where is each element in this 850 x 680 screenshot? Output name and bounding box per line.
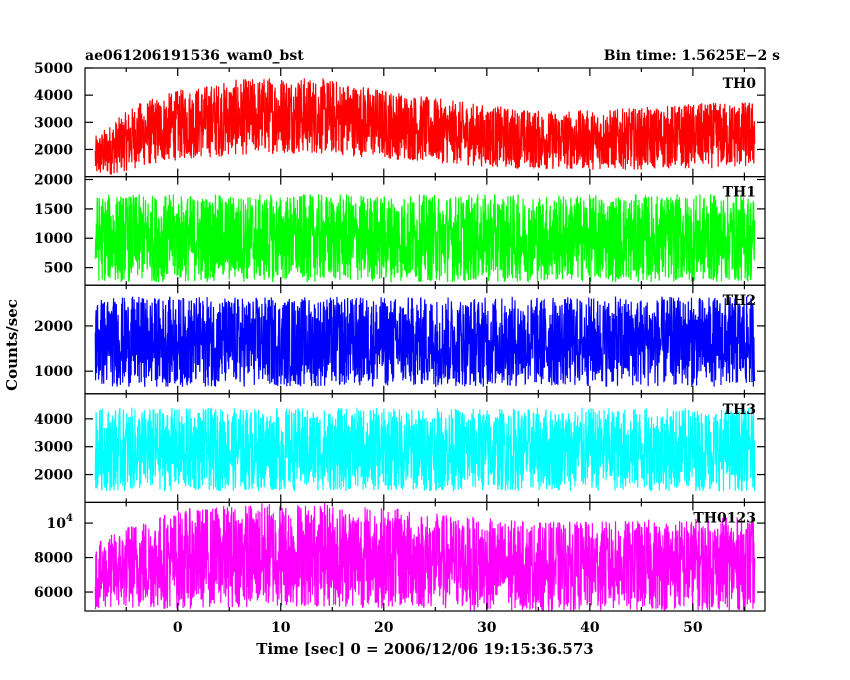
- series-th2: [94, 296, 756, 388]
- y-tick-exponent: 4: [66, 513, 73, 524]
- series-th0123: [94, 502, 756, 611]
- series-th0: [94, 78, 756, 175]
- y-tick-label: 104: [47, 513, 73, 532]
- y-tick-label: 6000: [34, 585, 73, 601]
- y-tick-label: 5000: [34, 61, 73, 77]
- y-tick-label: 3000: [34, 115, 73, 131]
- panel-label-th1: TH1: [723, 185, 756, 201]
- panels-group: 2000300040005000TH0500100015002000TH1100…: [34, 61, 766, 636]
- y-tick-label: 3000: [34, 440, 73, 456]
- bin-time-label: Bin time: 1.5625E−2 s: [604, 48, 780, 64]
- x-axis-label: Time [sec] 0 = 2006/12/06 19:15:36.573: [256, 640, 593, 658]
- series-th1: [94, 194, 756, 283]
- panel-th0: 2000 3000 4000 5000 TH0: [34, 61, 766, 178]
- panel-label-th0123: TH0123: [693, 510, 756, 526]
- series-th3: [94, 407, 756, 492]
- y-tick-label: 2000: [34, 142, 73, 158]
- x-tick-label: 40: [580, 620, 600, 636]
- y-tick-label: 4000: [34, 412, 73, 428]
- x-tick-label: 20: [374, 620, 394, 636]
- panel-th1: 500 1000 1500 2000 TH1: [34, 173, 766, 286]
- x-tick-label: 50: [683, 620, 703, 636]
- y-tick-label: 1000: [34, 231, 73, 247]
- panel-frame: [84, 501, 766, 612]
- x-tick-label: 30: [477, 620, 497, 636]
- y-tick-label: 2000: [34, 468, 73, 484]
- y-tick-label: 1500: [34, 202, 73, 218]
- x-tick-label: 10: [271, 620, 291, 636]
- panel-th0123: 6000 8000 104 TH0123: [34, 501, 766, 612]
- y-tick-label: 2000: [34, 319, 73, 335]
- panel-label-th2: TH2: [723, 293, 756, 309]
- y-axis-label: Counts/sec: [3, 299, 21, 391]
- y-tick-label: 2000: [34, 173, 73, 189]
- panel-th3: 2000 3000 4000 TH3: [34, 393, 766, 503]
- y-tick-label: 500: [44, 261, 73, 277]
- y-tick-label: 8000: [34, 551, 73, 567]
- panel-label-th3: TH3: [723, 402, 756, 418]
- panel-th2: 1000 2000 TH2: [34, 284, 766, 395]
- x-tick-label: 0: [173, 620, 183, 636]
- panel-label-th0: TH0: [723, 76, 757, 92]
- chart-title: ae061206191536_wam0_bst: [85, 48, 304, 64]
- y-tick-label: 1000: [34, 364, 73, 380]
- y-tick-label: 4000: [34, 88, 73, 104]
